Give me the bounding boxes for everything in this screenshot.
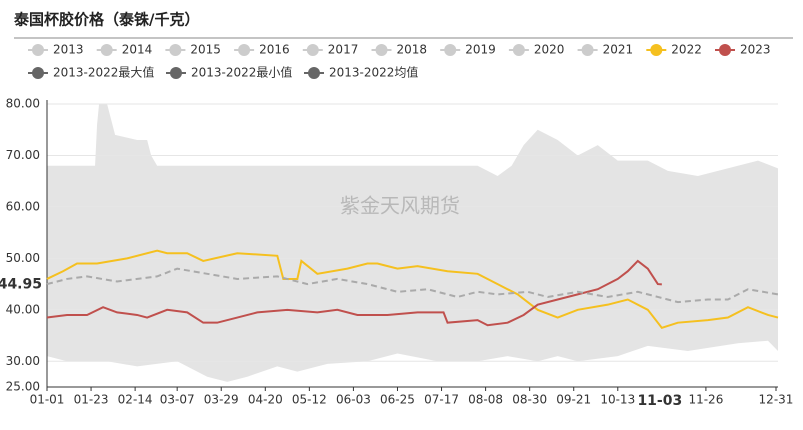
legend-marker bbox=[444, 44, 457, 56]
legend-marker bbox=[719, 44, 731, 56]
x-tick-label: 10-13 bbox=[600, 393, 635, 407]
x-tick-label: 12-31 bbox=[759, 393, 794, 407]
x-tick-label: 08-30 bbox=[512, 393, 547, 407]
x-tick-label: 03-29 bbox=[204, 393, 239, 407]
x-tick-label: 06-25 bbox=[380, 393, 415, 407]
legend-label: 2020 bbox=[534, 43, 565, 57]
x-tick-label: 01-01 bbox=[30, 393, 65, 407]
legend-label: 2023 bbox=[740, 43, 771, 57]
x-tick-label: 09-21 bbox=[556, 393, 591, 407]
legend-marker bbox=[375, 44, 388, 56]
x-tick-label: 06-03 bbox=[336, 393, 371, 407]
legend-item[interactable]: 2013-2022最小值 bbox=[166, 65, 292, 80]
legend-item[interactable]: 2021 bbox=[577, 43, 634, 57]
legend-label: 2019 bbox=[465, 43, 496, 57]
legend-item[interactable]: 2013-2022均值 bbox=[304, 65, 418, 80]
legend-item[interactable]: 2014 bbox=[96, 43, 153, 57]
x-tick-label: 03-07 bbox=[160, 393, 195, 407]
legend-item[interactable]: 2015 bbox=[165, 43, 221, 57]
legend-label: 2013-2022最大值 bbox=[53, 65, 154, 80]
legend-label: 2014 bbox=[122, 43, 153, 57]
legend-item[interactable]: 2023 bbox=[715, 43, 771, 57]
y-tick-label: 70.00 bbox=[6, 148, 40, 162]
legend-marker bbox=[306, 44, 319, 56]
y-tick-label: 25.00 bbox=[6, 380, 40, 394]
y-tick-label: 30.00 bbox=[6, 354, 40, 368]
series-line bbox=[46, 249, 779, 329]
x-tick-label: 07-17 bbox=[424, 393, 459, 407]
legend-label: 2013 bbox=[53, 43, 84, 57]
y-tick-label: 50.00 bbox=[6, 251, 40, 265]
legend-marker bbox=[100, 44, 113, 56]
x-highlight-bg bbox=[635, 391, 684, 409]
legend-item[interactable]: 2013-2022最大值 bbox=[28, 65, 154, 80]
legend-label: 2021 bbox=[603, 43, 634, 57]
x-highlight-label: 11-03 bbox=[637, 393, 682, 409]
legend-label: 2016 bbox=[259, 43, 290, 57]
x-tick-label: 01-23 bbox=[74, 393, 109, 407]
x-tick-label: 11-26 bbox=[688, 393, 723, 407]
y-highlight-label: 44.95 bbox=[0, 276, 42, 292]
legend-marker bbox=[308, 67, 320, 79]
legend-label: 2022 bbox=[671, 43, 702, 57]
legend-marker bbox=[650, 44, 663, 56]
legend-label: 2015 bbox=[190, 43, 221, 57]
band-area bbox=[47, 104, 778, 387]
legend-label: 2013-2022均值 bbox=[329, 65, 418, 80]
legend-marker bbox=[32, 67, 44, 79]
legend-item[interactable]: 2019 bbox=[440, 43, 496, 57]
legend-item[interactable]: 2020 bbox=[508, 43, 565, 57]
series-line bbox=[46, 267, 779, 304]
watermark: 紫金天风期货 bbox=[340, 194, 460, 218]
y-tick-label: 80.00 bbox=[6, 97, 40, 111]
series-line bbox=[46, 259, 662, 327]
legend-marker bbox=[169, 44, 182, 56]
y-highlight-bg bbox=[0, 275, 44, 294]
legend-label: 2013-2022最小值 bbox=[191, 65, 292, 80]
legend-marker bbox=[170, 67, 182, 79]
x-tick-label: 02-14 bbox=[118, 393, 153, 407]
band-area bbox=[47, 340, 778, 387]
y-tick-label: 60.00 bbox=[6, 199, 40, 213]
chart-title: 泰国杯胶价格（泰铢/千克） bbox=[13, 11, 199, 29]
legend-marker bbox=[238, 44, 251, 56]
legend-item[interactable]: 2018 bbox=[371, 43, 428, 57]
legend-marker bbox=[512, 44, 525, 56]
y-tick-label: 40.00 bbox=[6, 302, 40, 316]
legend-item[interactable]: 2017 bbox=[302, 43, 359, 57]
legend-label: 2017 bbox=[328, 43, 359, 57]
x-tick-label: 05-12 bbox=[292, 393, 327, 407]
legend-marker bbox=[32, 44, 44, 56]
legend-item[interactable]: 2013 bbox=[28, 43, 84, 57]
x-tick-label: 04-20 bbox=[248, 393, 283, 407]
legend-item[interactable]: 2016 bbox=[234, 43, 290, 57]
x-tick-label: 08-08 bbox=[468, 393, 503, 407]
legend-marker bbox=[581, 44, 594, 56]
legend-label: 2018 bbox=[397, 43, 428, 57]
legend-item[interactable]: 2022 bbox=[646, 43, 702, 57]
